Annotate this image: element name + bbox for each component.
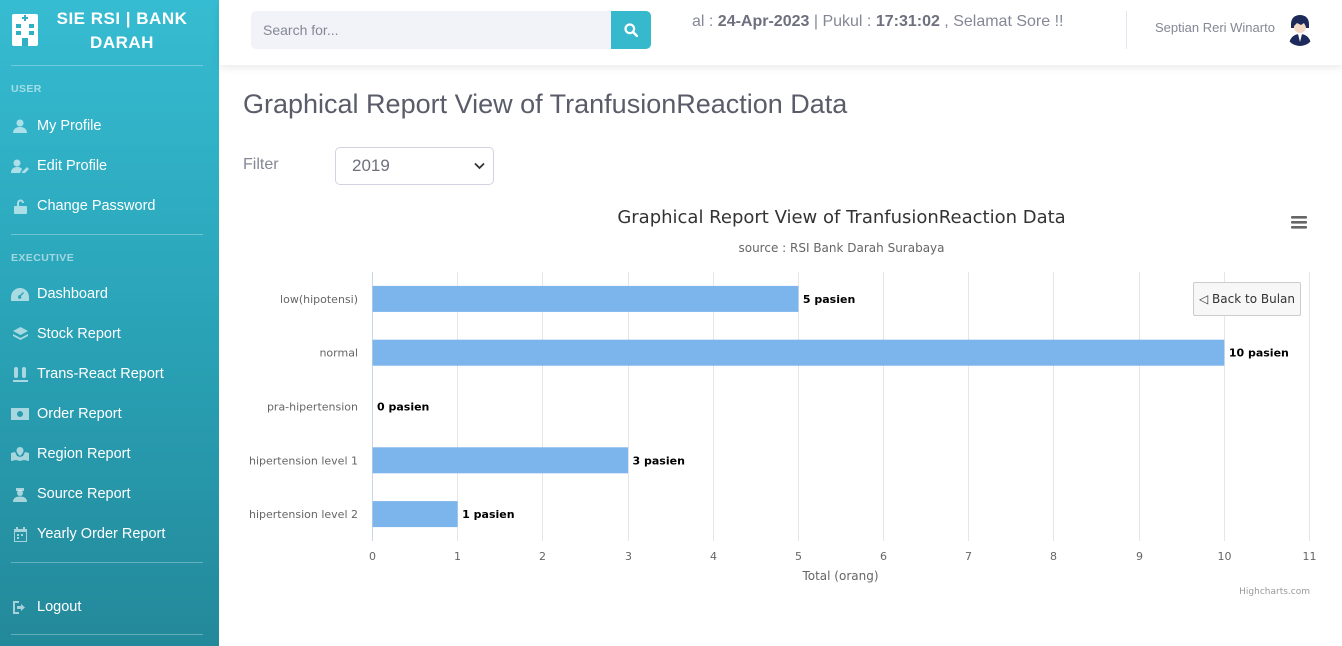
sidebar-item-label: Yearly Order Report [37,526,166,542]
vials-icon [11,366,29,382]
sidebar-item-label: Stock Report [37,326,121,342]
search-button[interactable] [611,11,651,49]
divider [11,634,203,635]
x-tick-label: 5 [795,550,802,563]
data-label: 3 pasien [633,454,685,467]
user-icon [11,118,29,134]
category-label: pra-hipertension [267,401,358,414]
current-time: 17:31:02 [875,13,940,30]
x-tick-label: 3 [625,550,632,563]
sidebar-item-edit-profile[interactable]: Edit Profile [11,152,211,180]
category-label: hipertension level 2 [249,508,358,521]
chart-title: Graphical Report View of TranfusionReact… [617,207,1066,228]
x-tick-label: 2 [539,550,546,563]
tachometer-icon [11,286,29,302]
section-label-user: USER [11,83,42,95]
data-label: 10 pasien [1229,347,1289,360]
bar [372,285,799,312]
divider [11,562,203,563]
search-group [251,11,651,49]
sidebar-item-label: Region Report [37,446,131,462]
sidebar-item-label: Trans-React Report [37,366,164,382]
data-label: 1 pasien [462,508,514,521]
year-filter-select[interactable]: 2019 [335,147,494,185]
category-label: normal [319,347,358,360]
divider [11,65,203,66]
user-nurse-icon [11,486,29,502]
x-tick-label: 4 [710,550,717,563]
sidebar-item-label: Order Report [37,406,122,422]
x-tick-label: 0 [369,550,376,563]
current-date: 24-Apr-2023 [717,13,810,30]
bar [372,447,629,474]
sidebar-item-my-profile[interactable]: My Profile [11,112,211,140]
sidebar-item-label: Source Report [37,486,131,502]
search-input[interactable] [251,11,611,49]
section-label-executive: EXECUTIVE [11,252,75,264]
user-avatar-icon [1285,14,1315,46]
brand-title: SIE RSI | BANK DARAH [56,9,188,52]
x-tick-label: 10 [1218,550,1232,563]
chart-menu-button[interactable] [1288,212,1310,232]
hospital-icon [12,14,38,46]
sign-out-icon [11,599,29,615]
data-label: 0 pasien [377,401,429,414]
sidebar-item-source-report[interactable]: Source Report [11,480,211,508]
user-edit-icon [11,158,29,174]
layers-icon [11,326,29,342]
sidebar-item-dashboard[interactable]: Dashboard [11,280,211,308]
x-tick-label: 7 [965,550,972,563]
data-label: 5 pasien [803,293,855,306]
category-label: low(hipotensi) [280,293,358,306]
sidebar-item-label: Edit Profile [37,158,108,174]
sidebar-item-label: Logout [37,599,82,615]
filter-selected-value: 2019 [352,156,390,175]
map-icon [11,446,29,462]
sidebar-item-label: Change Password [37,198,156,214]
sidebar-item-logout[interactable]: Logout [11,593,211,621]
sidebar-item-label: My Profile [37,118,102,134]
page-title: Graphical Report View of TranfusionReact… [243,89,848,119]
sidebar-item-yearly-order-report[interactable]: Yearly Order Report [11,520,211,548]
x-tick-label: 9 [1136,550,1143,563]
sidebar: SIE RSI | BANK DARAH USER My Profile Edi… [0,0,219,646]
bar [372,339,1225,366]
brand[interactable]: SIE RSI | BANK DARAH [0,0,219,65]
hamburger-icon [1291,216,1307,229]
calendar-icon [11,526,29,542]
filter-label: Filter [243,156,279,173]
x-tick-label: 8 [1050,550,1057,563]
bar [372,501,458,528]
sidebar-item-trans-react-report[interactable]: Trans-React Report [11,360,211,388]
x-axis-title: Total (orang) [801,569,878,583]
sidebar-item-region-report[interactable]: Region Report [11,440,211,468]
greeting: , Selamat Sore !! [939,13,1064,30]
date-prefix: al : [692,13,718,30]
topbar: al : 24-Apr-2023 | Pukul : 17:31:02 , Se… [219,0,1342,65]
chevron-down-icon [474,162,485,170]
chart-subtitle: source : RSI Bank Darah Surabaya [738,241,945,255]
chart-credits[interactable]: Highcharts.com [1239,587,1310,597]
sidebar-item-label: Dashboard [37,286,108,302]
unlock-icon [11,198,29,214]
datetime-display: al : 24-Apr-2023 | Pukul : 17:31:02 , Se… [692,13,1063,31]
x-tick-label: 1 [454,550,461,563]
avatar[interactable] [1285,14,1315,46]
topbar-divider [1126,11,1127,49]
x-tick-label: 11 [1303,550,1317,563]
money-bill-icon [11,406,29,422]
search-icon [624,23,638,37]
sidebar-item-stock-report[interactable]: Stock Report [11,320,211,348]
sidebar-item-order-report[interactable]: Order Report [11,400,211,428]
divider [11,234,203,235]
back-to-bulan-button[interactable]: ◁ Back to Bulan [1193,282,1301,316]
time-prefix: | Pukul : [809,13,876,30]
user-name[interactable]: Septian Reri Winarto [1155,20,1275,35]
x-tick-label: 6 [880,550,887,563]
sidebar-item-change-password[interactable]: Change Password [11,192,211,220]
category-label: hipertension level 1 [249,454,358,467]
